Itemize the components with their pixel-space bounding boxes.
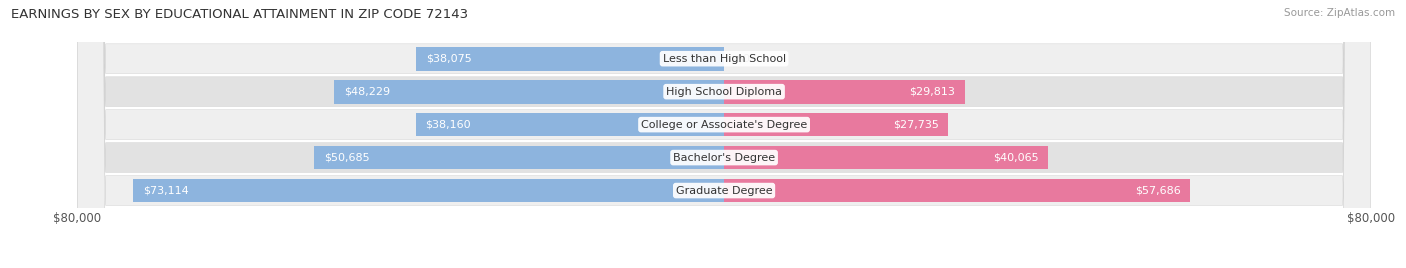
- FancyBboxPatch shape: [77, 0, 1371, 268]
- Text: $38,075: $38,075: [426, 54, 472, 64]
- Bar: [724, 80, 965, 103]
- Bar: [335, 80, 724, 103]
- Bar: [134, 179, 724, 202]
- Text: $38,160: $38,160: [425, 120, 471, 130]
- Text: $40,065: $40,065: [993, 152, 1038, 163]
- FancyBboxPatch shape: [77, 0, 1371, 268]
- Text: $50,685: $50,685: [323, 152, 370, 163]
- Text: $29,813: $29,813: [910, 87, 956, 97]
- Text: $0: $0: [737, 54, 751, 64]
- Text: $48,229: $48,229: [344, 87, 389, 97]
- Bar: [724, 179, 1191, 202]
- Text: EARNINGS BY SEX BY EDUCATIONAL ATTAINMENT IN ZIP CODE 72143: EARNINGS BY SEX BY EDUCATIONAL ATTAINMEN…: [11, 8, 468, 21]
- FancyBboxPatch shape: [77, 0, 1371, 268]
- Bar: [416, 113, 724, 136]
- Bar: [724, 146, 1047, 169]
- Text: Source: ZipAtlas.com: Source: ZipAtlas.com: [1284, 8, 1395, 18]
- Text: Graduate Degree: Graduate Degree: [676, 185, 772, 196]
- Bar: [416, 47, 724, 70]
- FancyBboxPatch shape: [77, 0, 1371, 268]
- Bar: [724, 113, 948, 136]
- Text: High School Diploma: High School Diploma: [666, 87, 782, 97]
- FancyBboxPatch shape: [77, 0, 1371, 268]
- Text: Less than High School: Less than High School: [662, 54, 786, 64]
- Text: College or Associate's Degree: College or Associate's Degree: [641, 120, 807, 130]
- Text: Bachelor's Degree: Bachelor's Degree: [673, 152, 775, 163]
- Text: $73,114: $73,114: [142, 185, 188, 196]
- Bar: [315, 146, 724, 169]
- Text: $27,735: $27,735: [893, 120, 939, 130]
- Text: $57,686: $57,686: [1135, 185, 1181, 196]
